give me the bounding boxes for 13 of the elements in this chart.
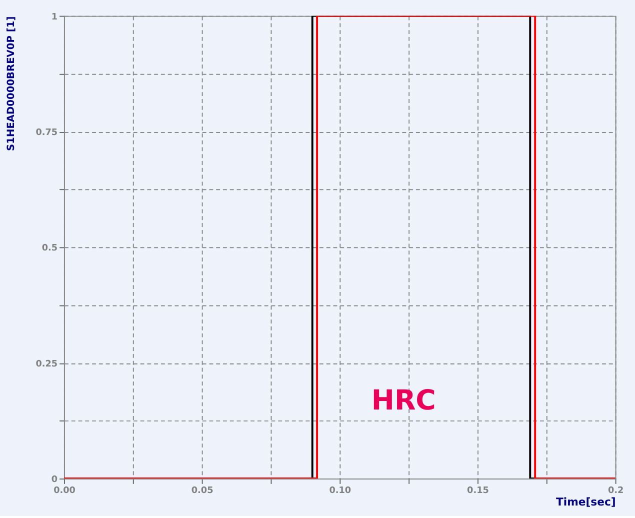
y-tick-label: 0.25: [36, 359, 58, 370]
x-tick-label: 0.15: [467, 486, 489, 496]
y-tick-label: 0.75: [36, 128, 58, 138]
x-tick-label: 0.00: [54, 486, 76, 496]
y-tick-label: 1: [51, 12, 58, 22]
y-tick-label: 0: [51, 474, 58, 485]
annotation: HRC: [371, 384, 436, 417]
x-axis-title: Time[sec]: [556, 496, 616, 509]
y-axis-title: S1HEAD0000BREV0P [1]: [6, 16, 18, 151]
x-tick-label: 0.05: [191, 486, 214, 496]
y-tick-label: 0.5: [42, 244, 58, 254]
x-tick-label: 0.2: [608, 486, 624, 496]
x-tick-label: 0.10: [329, 486, 352, 496]
